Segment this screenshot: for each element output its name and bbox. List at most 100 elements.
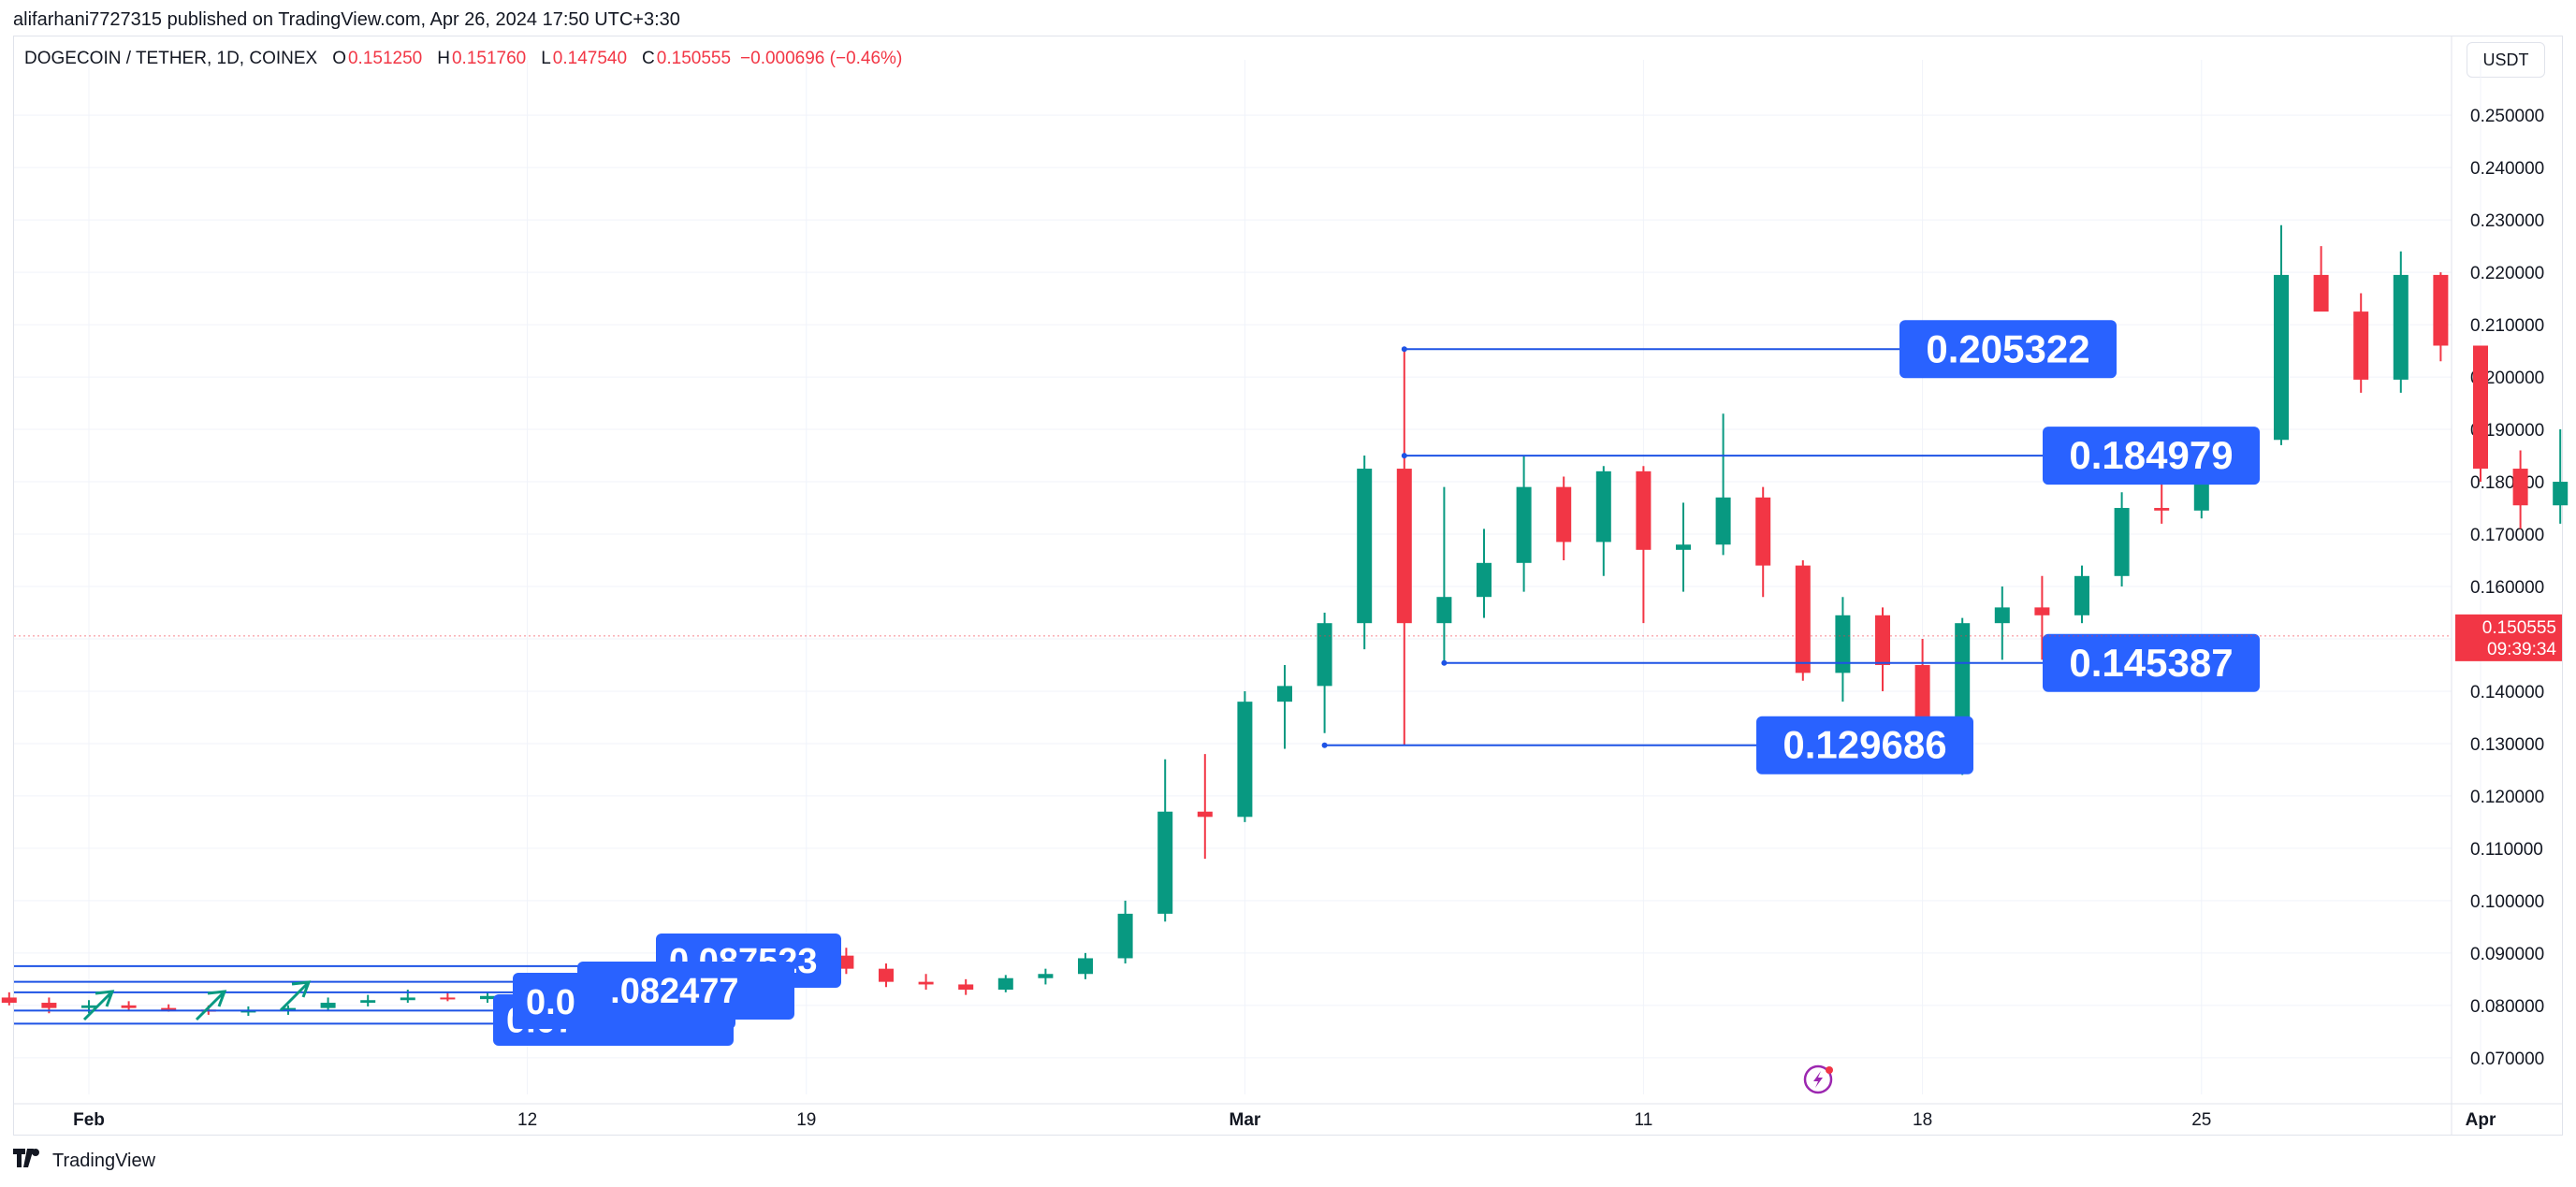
symbol-name[interactable]: DOGECOIN / TETHER, 1D, COINEX bbox=[24, 49, 318, 68]
last-price-value: 0.150555 bbox=[2482, 618, 2556, 638]
high-label: H bbox=[437, 49, 450, 68]
candle-body bbox=[2553, 482, 2569, 506]
candle-body bbox=[1197, 811, 1213, 818]
candle-body bbox=[1078, 958, 1093, 975]
price-tick-label: 0.200000 bbox=[2470, 369, 2544, 388]
price-tick-label: 0.090000 bbox=[2470, 945, 2544, 964]
candle-body bbox=[1955, 623, 1971, 744]
candle-body bbox=[1357, 469, 1373, 624]
level-label-box bbox=[1899, 320, 2117, 379]
price-tick-label: 0.240000 bbox=[2470, 159, 2544, 179]
level-label-box bbox=[2043, 633, 2260, 692]
candle-body bbox=[2433, 274, 2449, 346]
candle-body bbox=[1237, 702, 1253, 818]
level-anchor bbox=[1441, 659, 1448, 666]
tradingview-brand: TradingView bbox=[52, 1150, 156, 1171]
drawings-group: 0.070.0875230.0824770.00.2053220.1849790… bbox=[14, 320, 2260, 1046]
price-tick-label: 0.220000 bbox=[2470, 264, 2544, 283]
candle-body bbox=[1117, 913, 1133, 959]
candle-body bbox=[1157, 811, 1173, 914]
price-tick-label: 0.080000 bbox=[2470, 997, 2544, 1017]
candle-body bbox=[838, 955, 854, 969]
currency-button[interactable]: USDT bbox=[2467, 42, 2545, 78]
price-tick-label: 0.140000 bbox=[2470, 683, 2544, 702]
chart-frame bbox=[13, 36, 2563, 1136]
tradingview-footer[interactable]: TradingView bbox=[13, 1149, 155, 1173]
price-tick-label: 0.230000 bbox=[2470, 211, 2544, 231]
symbol-legend: DOGECOIN / TETHER, 1D, COINEX O 0.151250 … bbox=[24, 49, 902, 69]
level-label-text: 0.184979 bbox=[2069, 433, 2233, 477]
price-label-box bbox=[577, 962, 794, 1020]
candle-body bbox=[41, 1003, 57, 1008]
last-price-countdown: 09:39:34 bbox=[2487, 640, 2556, 659]
candle-body bbox=[2034, 607, 2050, 615]
price-label-text: 0.0 bbox=[526, 983, 575, 1022]
chart-grid bbox=[13, 36, 2563, 1135]
candle-body bbox=[958, 984, 974, 991]
time-tick-label: 11 bbox=[1635, 1110, 1653, 1130]
candle-body bbox=[121, 1005, 137, 1008]
mini-arrow bbox=[82, 990, 115, 1021]
candle-body bbox=[1595, 470, 1611, 543]
candle-body bbox=[2353, 311, 2369, 380]
price-label-box bbox=[520, 975, 610, 1029]
candle-body bbox=[161, 1007, 177, 1010]
candle-body bbox=[1317, 623, 1332, 687]
candle-body bbox=[2074, 575, 2089, 615]
level-label-text: 0.129686 bbox=[1783, 723, 1946, 767]
candle-body bbox=[81, 1005, 96, 1008]
candle-body bbox=[1715, 497, 1731, 545]
time-tick-label: 19 bbox=[796, 1110, 816, 1130]
low-label: L bbox=[541, 49, 551, 68]
candle-body bbox=[360, 1000, 376, 1004]
candle-body bbox=[1477, 562, 1492, 598]
level-label-box bbox=[1756, 716, 1973, 774]
mini-arrow bbox=[195, 990, 227, 1021]
change-value: −0.000696 (−0.46%) bbox=[740, 49, 903, 68]
candle-body bbox=[1875, 615, 1890, 665]
low-value: 0.147540 bbox=[552, 49, 628, 68]
candle-body bbox=[400, 997, 415, 1001]
price-tick-label: 0.070000 bbox=[2470, 1049, 2544, 1069]
candle-body bbox=[1755, 497, 1771, 566]
candle-body bbox=[1, 997, 17, 1004]
high-value: 0.151760 bbox=[451, 49, 527, 68]
candle-body bbox=[320, 1003, 336, 1008]
candle-body bbox=[1676, 544, 1691, 550]
candle-body bbox=[1277, 686, 1292, 702]
candle-body bbox=[1436, 597, 1452, 624]
candle-body bbox=[1038, 974, 1054, 978]
candle-body bbox=[2313, 274, 2329, 312]
candle-body bbox=[1795, 565, 1811, 673]
price-tick-label: 0.250000 bbox=[2470, 107, 2544, 126]
level-anchor bbox=[1401, 346, 1407, 353]
time-axis: Feb1219Mar111825Apr81522May7132026 bbox=[73, 1110, 2496, 1130]
level-label-text: 0.145387 bbox=[2069, 641, 2233, 685]
candle-body bbox=[2274, 274, 2289, 441]
price-tick-label: 0.170000 bbox=[2470, 526, 2544, 545]
price-tick-label: 0.110000 bbox=[2470, 840, 2543, 860]
candle-body bbox=[2473, 345, 2488, 470]
last-price-box bbox=[2455, 614, 2562, 661]
candle-body bbox=[1994, 607, 2010, 624]
price-tick-label: 0.160000 bbox=[2470, 578, 2544, 598]
candle-body bbox=[440, 997, 456, 1000]
candle-body bbox=[2393, 274, 2409, 380]
price-tick-label: 0.100000 bbox=[2470, 892, 2544, 912]
tradingview-logo-icon bbox=[13, 1149, 45, 1173]
time-tick-label: Apr bbox=[2466, 1110, 2496, 1130]
price-tick-label: 0.190000 bbox=[2470, 421, 2544, 441]
time-tick-label: Mar bbox=[1230, 1110, 1261, 1130]
price-label-text: 0.082477 bbox=[590, 972, 739, 1011]
price-axis: 0.250000 0.240000 0.230000 0.220000 0.210000… bbox=[2470, 107, 2544, 1069]
time-tick-label: Feb bbox=[73, 1110, 105, 1130]
candle-body bbox=[997, 977, 1013, 991]
close-value: 0.150555 bbox=[656, 49, 732, 68]
mini-arrow bbox=[279, 980, 312, 1012]
time-tick-label: 18 bbox=[1913, 1110, 1932, 1130]
time-tick-label: 12 bbox=[517, 1110, 537, 1130]
price-tick-label: 0.210000 bbox=[2470, 316, 2544, 336]
level-anchor bbox=[1321, 742, 1328, 748]
lightning-icon[interactable] bbox=[1803, 1064, 1833, 1094]
